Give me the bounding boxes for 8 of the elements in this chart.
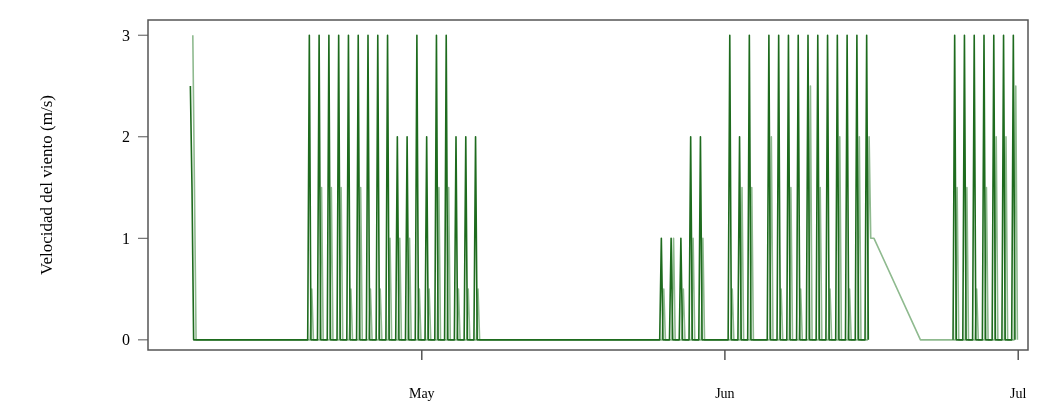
y-tick-label: 3 [122, 26, 130, 44]
x-tick-label: May [408, 386, 435, 401]
x-tick-label: Jun [715, 386, 735, 401]
y-tick-label: 1 [122, 229, 130, 247]
y-tick-label: 0 [122, 331, 130, 349]
y-axis-title: Velocidad del viento (m/s) [37, 95, 56, 275]
y-tick-label: 2 [122, 128, 130, 146]
x-tick-label: Jul [1010, 386, 1027, 401]
